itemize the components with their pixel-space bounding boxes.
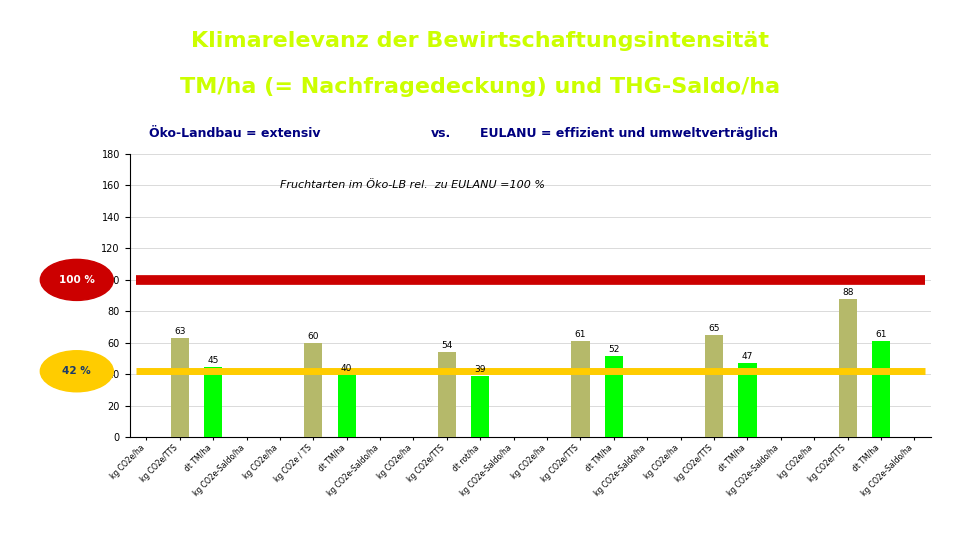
Bar <box>204 367 223 437</box>
Text: 05. April 2021: 05. April 2021 <box>29 517 98 528</box>
Text: Öko-Landbau = extensiv: Öko-Landbau = extensiv <box>149 127 321 140</box>
Bar <box>838 299 857 437</box>
Text: 65: 65 <box>708 324 720 333</box>
Text: Thünen – Institut 2008: Thünen – Institut 2008 <box>749 517 859 528</box>
Text: 45: 45 <box>207 356 219 364</box>
Text: 40: 40 <box>341 363 352 373</box>
Text: 47: 47 <box>742 353 754 361</box>
Bar <box>738 363 756 437</box>
Text: 52: 52 <box>609 345 619 354</box>
Bar <box>438 353 456 437</box>
Bar <box>471 376 490 437</box>
Text: TM/ha (= Nachfragedeckung) und THG-Saldo/ha: TM/ha (= Nachfragedeckung) und THG-Saldo… <box>180 77 780 97</box>
Text: 88: 88 <box>842 288 853 297</box>
Text: 54: 54 <box>442 341 452 350</box>
Text: 42 %: 42 % <box>62 366 91 376</box>
Bar <box>304 343 323 437</box>
Text: 60: 60 <box>307 332 319 341</box>
Text: 61: 61 <box>876 330 887 340</box>
Text: 61: 61 <box>575 330 587 340</box>
Text: Fruchtarten im Öko-LB rel.  zu EULANU =100 %: Fruchtarten im Öko-LB rel. zu EULANU =10… <box>280 180 545 191</box>
Text: 63: 63 <box>174 327 185 336</box>
Text: 39: 39 <box>474 365 486 374</box>
Bar <box>605 355 623 437</box>
Text: vs.: vs. <box>431 127 451 140</box>
Text: 100 %: 100 % <box>59 275 95 285</box>
Text: Klimarelevanz der Bewirtschaftungsintensität: Klimarelevanz der Bewirtschaftungsintens… <box>191 31 769 51</box>
Bar <box>571 341 589 437</box>
Bar <box>705 335 723 437</box>
Text: 8: 8 <box>924 517 931 528</box>
Text: Breitschuh Gerhard: Breitschuh Gerhard <box>432 517 528 528</box>
Bar <box>338 374 356 437</box>
Bar <box>171 338 189 437</box>
Text: EULANU = effizient und umweltverträglich: EULANU = effizient und umweltverträglich <box>480 127 778 140</box>
Bar <box>872 341 890 437</box>
